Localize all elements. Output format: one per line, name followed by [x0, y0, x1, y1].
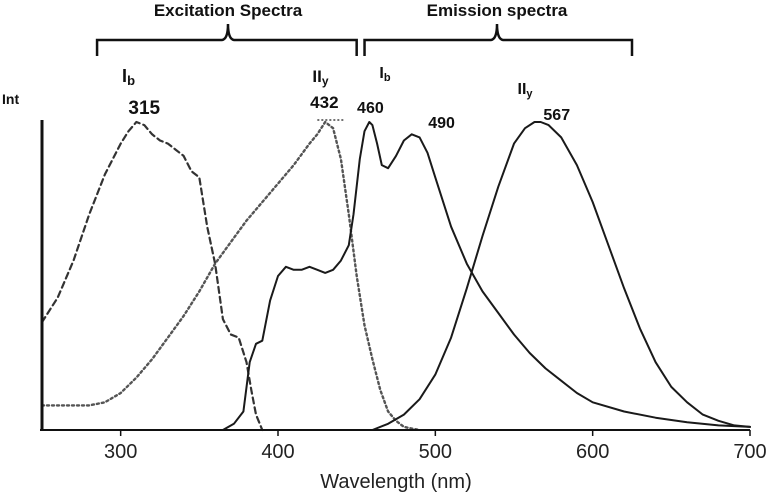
- x-tick-label-300: 300: [104, 441, 137, 463]
- bracket-emission: [363, 23, 634, 56]
- x-tick-label-500: 500: [419, 441, 452, 463]
- x-tick-label-700: 700: [733, 441, 766, 463]
- series-line-iiy-excitation: [40, 120, 421, 432]
- x-tick-label-600: 600: [576, 441, 609, 463]
- series-line-iiy-emission: [371, 121, 751, 431]
- band-label-iiy-3: IIy: [518, 81, 534, 100]
- band-label-ib-2: Ib: [379, 65, 390, 84]
- peak-label-567: 567: [543, 107, 570, 124]
- bracket-label-emission: Emission spectra: [427, 1, 568, 20]
- series-line-ib-emission: [221, 121, 751, 431]
- peak-label-315: 315: [128, 98, 160, 119]
- peak-label-460: 460: [357, 100, 384, 117]
- peak-label-432: 432: [310, 93, 338, 112]
- bracket-label-excitation: Excitation Spectra: [154, 1, 303, 20]
- group-brackets: Excitation Spectra Emission spectra: [95, 1, 634, 56]
- x-ticks: 300 400 500 600 700: [104, 430, 767, 463]
- peak-labels: 315 432 460 490 567: [128, 93, 570, 132]
- bracket-excitation: [95, 23, 358, 56]
- series-line-ib-excitation: [40, 120, 264, 432]
- x-axis-title: Wavelength (nm): [320, 471, 472, 493]
- y-axis-title: Int: [2, 91, 19, 107]
- band-label-ib-0: Ib: [122, 66, 135, 88]
- peak-label-490: 490: [428, 115, 455, 132]
- band-labels: Ib IIy Ib IIy: [122, 65, 533, 100]
- band-label-iiy-1: IIy: [312, 67, 328, 88]
- x-tick-label-400: 400: [261, 441, 294, 463]
- series-layer: [40, 120, 751, 432]
